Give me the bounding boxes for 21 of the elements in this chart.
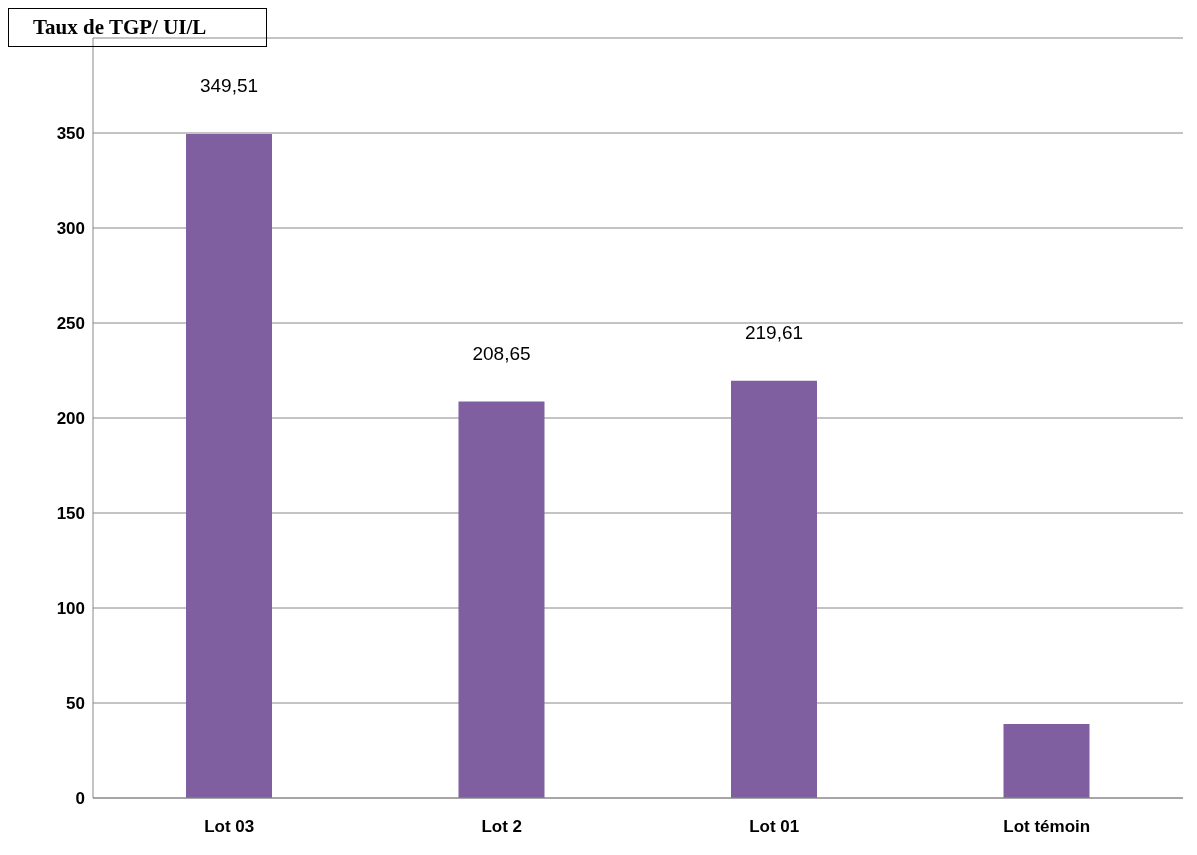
bar xyxy=(1003,723,1090,798)
y-tick-label: 0 xyxy=(75,789,85,809)
bar xyxy=(186,133,272,798)
data-label: 349,51 xyxy=(199,74,259,96)
chart-title: Taux de TGP/ UI/L xyxy=(33,15,207,39)
y-tick-label: 350 xyxy=(56,124,85,144)
x-tick-label: Lot 2 xyxy=(481,817,523,837)
x-tick-label: Lot 03 xyxy=(204,817,255,837)
y-tick-label: 300 xyxy=(56,219,85,239)
title-frame: Taux de TGP/ UI/L xyxy=(8,8,268,47)
x-tick-label: Lot 01 xyxy=(749,817,800,837)
y-tick-label: 50 xyxy=(66,694,85,714)
bar xyxy=(731,380,817,798)
y-tick-label: 200 xyxy=(56,409,85,429)
y-tick-label: 150 xyxy=(56,504,85,524)
data-label: 208,65 xyxy=(472,342,531,364)
x-tick-label: Lot témoin xyxy=(1003,817,1091,837)
y-tick-label: 100 xyxy=(56,599,85,619)
data-label: 219,61 xyxy=(744,321,804,343)
y-tick-label: 250 xyxy=(56,314,85,334)
bar xyxy=(458,401,545,798)
